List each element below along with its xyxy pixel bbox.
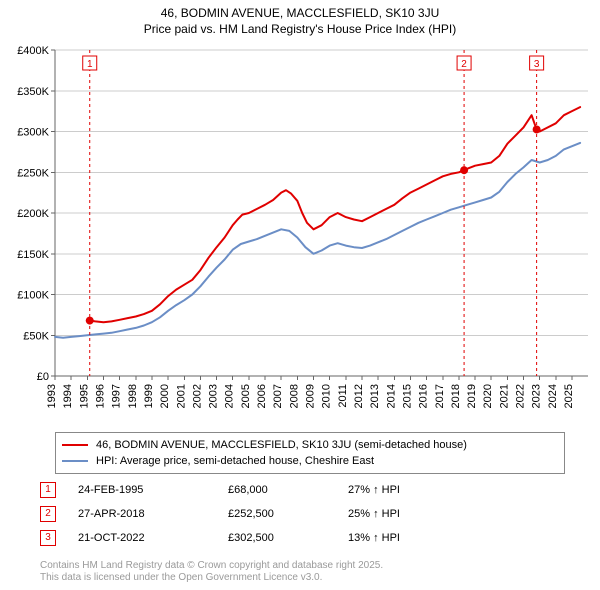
svg-text:2006: 2006 [256,384,268,408]
sale-date: 27-APR-2018 [78,508,228,520]
legend-swatch [62,460,88,462]
svg-text:2003: 2003 [208,384,220,408]
svg-text:2005: 2005 [240,384,252,408]
svg-text:1995: 1995 [78,384,90,408]
sale-row: 1 24-FEB-1995£68,00027% ↑ HPI [40,478,570,502]
svg-text:2025: 2025 [563,384,575,408]
svg-text:2000: 2000 [159,384,171,408]
svg-text:1998: 1998 [127,384,139,408]
sale-date: 24-FEB-1995 [78,484,228,496]
price-hpi-chart: £0 £50K £100K £150K £200K £250K £300K £350K £400… [0,44,600,424]
svg-text:2013: 2013 [369,384,381,408]
svg-text:£0: £0 [37,371,49,383]
legend-label: HPI: Average price, semi-detached house,… [96,455,374,467]
svg-text:2019: 2019 [466,384,478,408]
sale-marker-badge: 2 [40,506,56,522]
svg-text:2017: 2017 [434,384,446,408]
svg-text:2015: 2015 [401,384,413,408]
svg-text:£400K: £400K [17,45,49,57]
svg-text:2001: 2001 [175,384,187,408]
svg-text:2018: 2018 [450,384,462,408]
svg-text:1997: 1997 [111,384,123,408]
svg-text:£100K: £100K [17,290,49,302]
svg-text:2011: 2011 [337,384,349,408]
sale-row: 3 21-OCT-2022£302,50013% ↑ HPI [40,526,570,550]
legend-item: HPI: Average price, semi-detached house,… [62,453,558,469]
sale-hpi-diff: 27% ↑ HPI [348,484,468,496]
svg-text:2024: 2024 [547,384,559,408]
sale-date: 21-OCT-2022 [78,532,228,544]
sale-price: £252,500 [228,508,348,520]
svg-text:2022: 2022 [515,384,527,408]
svg-text:2004: 2004 [224,384,236,408]
sales-table: 1 24-FEB-1995£68,00027% ↑ HPI 2 27-APR-2018… [40,478,570,550]
svg-text:2016: 2016 [418,384,430,408]
svg-text:2014: 2014 [385,384,397,408]
svg-text:2007: 2007 [272,384,284,408]
svg-text:1993: 1993 [46,384,58,408]
sale-row: 2 27-APR-2018£252,50025% ↑ HPI [40,502,570,526]
svg-text:1996: 1996 [94,384,106,408]
legend: 46, BODMIN AVENUE, MACCLESFIELD, SK10 3J… [55,432,565,474]
chart-title-line2: Price paid vs. HM Land Registry's House … [0,22,600,36]
legend-label: 46, BODMIN AVENUE, MACCLESFIELD, SK10 3J… [96,439,467,451]
svg-text:2021: 2021 [498,384,510,408]
data-attribution: Contains HM Land Registry data © Crown c… [40,560,580,584]
svg-text:3: 3 [534,59,540,70]
svg-text:2012: 2012 [353,384,365,408]
footer-line1: Contains HM Land Registry data © Crown c… [40,560,580,572]
legend-item: 46, BODMIN AVENUE, MACCLESFIELD, SK10 3J… [62,437,558,453]
sale-marker-badge: 3 [40,530,56,546]
sale-marker-badge: 1 [40,482,56,498]
sale-price: £68,000 [228,484,348,496]
svg-text:1999: 1999 [143,384,155,408]
svg-text:1994: 1994 [62,384,74,408]
svg-text:2010: 2010 [321,384,333,408]
sale-hpi-diff: 13% ↑ HPI [348,532,468,544]
chart-svg: £0 £50K £100K £150K £200K £250K £300K £350K £400… [0,44,600,424]
svg-text:£150K: £150K [17,249,49,261]
svg-text:£250K: £250K [17,167,49,179]
chart-titles: 46, BODMIN AVENUE, MACCLESFIELD, SK10 3J… [0,6,600,36]
svg-text:2023: 2023 [531,384,543,408]
svg-text:2008: 2008 [288,384,300,408]
svg-text:£300K: £300K [17,127,49,139]
chart-title-line1: 46, BODMIN AVENUE, MACCLESFIELD, SK10 3J… [0,6,600,20]
svg-text:£350K: £350K [17,86,49,98]
svg-text:2002: 2002 [191,384,203,408]
svg-text:£200K: £200K [17,208,49,220]
svg-text:2009: 2009 [305,384,317,408]
svg-text:2020: 2020 [482,384,494,408]
sale-hpi-diff: 25% ↑ HPI [348,508,468,520]
footer-line2: This data is licensed under the Open Gov… [40,572,580,584]
sale-price: £302,500 [228,532,348,544]
svg-text:1: 1 [87,59,93,70]
svg-text:2: 2 [461,59,467,70]
legend-swatch [62,444,88,446]
svg-text:£50K: £50K [23,330,49,342]
